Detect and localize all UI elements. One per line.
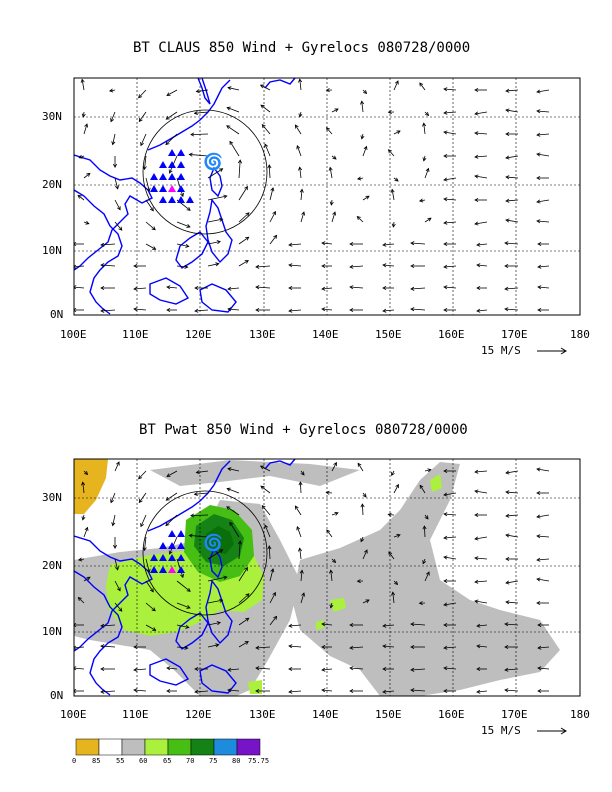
panel-1-center-marker <box>168 185 176 192</box>
panel-1-scale-label: 15 M/S <box>481 344 521 357</box>
panel-2-frame <box>73 458 581 697</box>
panel-2-xtick: 120E <box>185 708 212 721</box>
panel-1-frame <box>73 77 581 316</box>
panel-2-ytick: 10N <box>42 625 62 638</box>
panel-2-ytick: 30N <box>42 491 62 504</box>
panel-2-wind-field <box>74 461 550 694</box>
colorbar-swatch <box>236 738 261 756</box>
panel-2-ytick: 0N <box>50 689 64 702</box>
panel-2-xtick: 150E <box>375 708 402 721</box>
colorbar-label: 0 <box>72 757 77 765</box>
panel-1-gyre-ring <box>142 109 268 235</box>
panel-2-gyre-ring <box>142 490 268 616</box>
panel-1-xtick: 170E <box>501 328 528 341</box>
panel-1-xtick: 150E <box>375 328 402 341</box>
panel-1-ytick: 10N <box>42 244 62 257</box>
panel-2-xtick: 180 <box>570 708 590 721</box>
panel-1-ytick: 20N <box>42 178 62 191</box>
panel-2-xtick: 160E <box>438 708 465 721</box>
panel-2-coastline <box>74 459 296 696</box>
colorbar-swatch <box>167 738 192 756</box>
panel-1-grid <box>74 78 580 315</box>
panel-1-scale-arrow-icon <box>537 347 567 355</box>
colorbar-label: 70 <box>186 757 195 765</box>
colorbar-label: 55 <box>116 757 125 765</box>
colorbar-label: 60 <box>139 757 148 765</box>
colorbar-label: 65 <box>163 757 172 765</box>
panel-1-xtick: 180 <box>570 328 590 341</box>
colorbar-label: 75.75 <box>248 757 270 765</box>
panel-2-scale-label: 15 M/S <box>481 724 521 737</box>
pwat-colorbar <box>75 738 261 756</box>
panel-2-typhoon-icon: 🌀 <box>203 533 223 552</box>
panel-1-gyre-markers <box>150 149 194 203</box>
panel-1-map: 🌀 <box>73 77 581 355</box>
panel-1-wind-field <box>74 78 550 313</box>
panel-1-xtick: 130E <box>249 328 276 341</box>
panel-1-coastline <box>74 78 296 315</box>
panel-2-xtick: 110E <box>122 708 149 721</box>
panel-1-ytick: 30N <box>42 110 62 123</box>
colorbar-swatch <box>190 738 215 756</box>
colorbar-label: 75 <box>209 757 218 765</box>
panel-2-xtick: 100E <box>60 708 87 721</box>
panel-2-title: BT Pwat 850 Wind + Gyrelocs 080728/0000 <box>139 422 468 438</box>
colorbar-label: 85 <box>92 757 101 765</box>
panel-1-xtick: 100E <box>60 328 87 341</box>
panel-1-xtick: 120E <box>185 328 212 341</box>
colorbar-swatch <box>213 738 238 756</box>
panel-2-xtick: 170E <box>501 708 528 721</box>
panel-2-xtick: 140E <box>312 708 339 721</box>
panel-1-xtick: 160E <box>438 328 465 341</box>
panel-1-xtick: 110E <box>122 328 149 341</box>
panel-2-center-marker <box>168 566 176 573</box>
colorbar-label: 80 <box>232 757 241 765</box>
panel-2-scale-arrow-icon <box>537 727 567 735</box>
panel-2-map: 🌀 <box>73 458 581 735</box>
colorbar-swatch <box>144 738 169 756</box>
panel-1-ytick: 0N <box>50 308 64 321</box>
panel-1-xtick: 140E <box>312 328 339 341</box>
panel-2-gyre-markers <box>150 530 185 573</box>
panel-2-xtick: 130E <box>249 708 276 721</box>
colorbar-swatch <box>98 738 123 756</box>
colorbar-swatch <box>75 738 100 756</box>
panel-2-ytick: 20N <box>42 559 62 572</box>
colorbar-swatch <box>121 738 146 756</box>
panel-2-grid <box>74 459 580 696</box>
panel-1-title: BT CLAUS 850 Wind + Gyrelocs 080728/0000 <box>133 40 471 56</box>
panel-1-typhoon-icon: 🌀 <box>203 152 223 171</box>
